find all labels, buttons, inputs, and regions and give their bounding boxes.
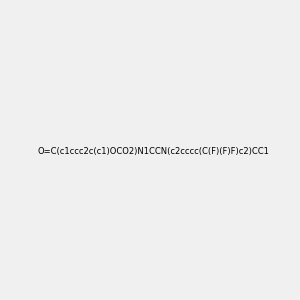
Text: O=C(c1ccc2c(c1)OCO2)N1CCN(c2cccc(C(F)(F)F)c2)CC1: O=C(c1ccc2c(c1)OCO2)N1CCN(c2cccc(C(F)(F)… — [38, 147, 270, 156]
